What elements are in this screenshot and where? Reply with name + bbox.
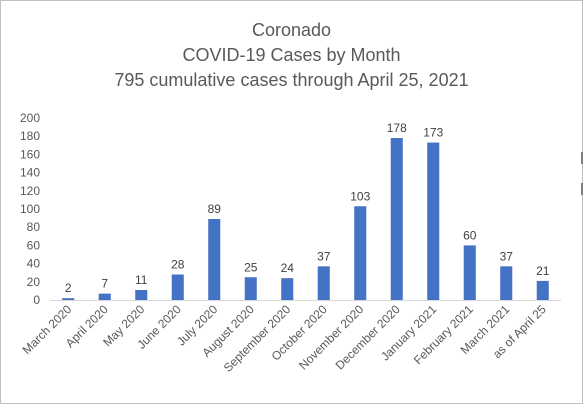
bar: [463, 245, 476, 300]
bar: [317, 266, 330, 300]
data-labels: 2 7 11 28 89 25 24 37 103 178 173 60 37 21: [65, 121, 550, 295]
y-tick-label: 20: [27, 275, 41, 289]
y-tick-label: 60: [27, 238, 41, 252]
data-label: 89: [208, 202, 222, 216]
chart-title-line-3: 795 cumulative cases through April 25, 2…: [114, 70, 469, 90]
data-label: 37: [500, 249, 514, 263]
y-tick-label: 160: [20, 147, 40, 161]
y-tick-label: 200: [20, 111, 40, 125]
y-tick-label: 140: [20, 166, 40, 180]
y-tick-label: 40: [27, 257, 41, 271]
bar: [135, 289, 148, 300]
chart-title: Coronado COVID-19 Cases by Month 795 cum…: [0, 18, 583, 93]
category-label: November 2020: [296, 302, 367, 373]
chart-title-line-2: COVID-19 Cases by Month: [182, 45, 401, 65]
chart-title-line-1: Coronado: [251, 20, 332, 40]
data-label: 28: [171, 258, 185, 272]
data-label: 60: [463, 228, 477, 242]
y-tick-label: 100: [20, 202, 40, 216]
data-label: 11: [135, 273, 148, 287]
category-label: March 2020: [20, 302, 75, 357]
data-label: 25: [244, 260, 258, 274]
y-tick-label: 80: [27, 220, 41, 234]
bar: [62, 298, 75, 300]
bar: [98, 293, 111, 300]
data-label: 21: [536, 264, 550, 278]
data-label: 173: [423, 126, 443, 140]
bar: [390, 138, 403, 300]
edge-mark: [581, 152, 583, 164]
bar: [281, 278, 294, 300]
bar: [500, 266, 513, 300]
data-label: 7: [101, 277, 108, 291]
category-label: December 2020: [333, 302, 404, 373]
data-label: 24: [281, 261, 295, 275]
edge-mark: [581, 183, 583, 195]
bar: [208, 219, 221, 300]
data-label: 2: [65, 281, 72, 295]
y-tick-label: 120: [20, 184, 40, 198]
bar: [427, 142, 440, 300]
y-axis: 0 20 40 60 80 100 120 140 160 180 200: [20, 111, 40, 307]
y-tick-label: 0: [33, 293, 40, 307]
bar: [354, 206, 367, 300]
bar: [244, 277, 257, 300]
bar: [536, 280, 549, 300]
bar: [171, 274, 184, 300]
y-tick-label: 180: [20, 129, 40, 143]
data-label: 178: [387, 121, 407, 135]
data-label: 37: [317, 249, 331, 263]
bars: [62, 138, 549, 300]
data-label: 103: [350, 189, 370, 203]
